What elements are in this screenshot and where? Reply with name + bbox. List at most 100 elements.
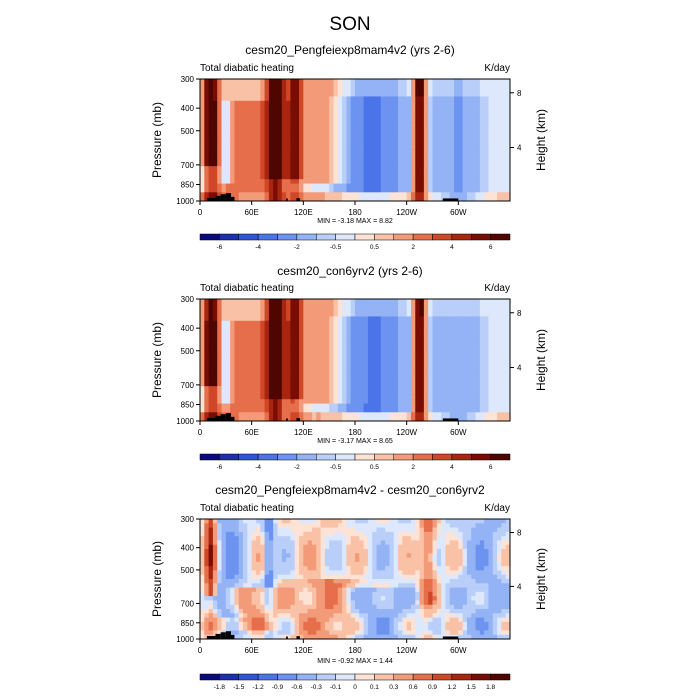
heatmap-cell [264, 196, 270, 202]
heatmap-cell [225, 316, 231, 322]
heatmap-cell [251, 174, 257, 180]
heatmap-cell [342, 100, 347, 106]
heatmap-cell [402, 113, 408, 119]
heatmap-cell [311, 170, 317, 176]
heatmap-cell [212, 412, 218, 418]
heatmap-cell [277, 333, 283, 339]
heatmap-cell [324, 325, 330, 330]
heatmap-cell [410, 192, 416, 198]
heatmap-cell [410, 122, 416, 128]
heatmap-cell [243, 170, 248, 176]
heatmap-cell [497, 416, 502, 422]
heatmap-cell [316, 561, 322, 567]
heatmap-cell [311, 351, 317, 357]
heatmap-cell [497, 92, 502, 97]
heatmap-cell [208, 320, 214, 326]
heatmap-cell [316, 92, 322, 97]
heatmap-cell [324, 144, 330, 150]
heatmap-cell [445, 381, 451, 387]
heatmap-cell [441, 407, 446, 413]
heatmap-cell [264, 587, 270, 593]
heatmap-cell [200, 179, 205, 185]
heatmap-cell [329, 174, 334, 180]
heatmap-cell [393, 140, 399, 145]
heatmap-cell [402, 312, 408, 317]
heatmap-cell [277, 118, 283, 124]
heatmap-cell [359, 118, 365, 124]
heatmap-cell [441, 83, 446, 89]
heatmap-cell [286, 377, 291, 383]
heatmap-cell [273, 183, 278, 189]
heatmap-cell [441, 303, 446, 309]
heatmap-cell [290, 161, 296, 167]
heatmap-cell [268, 325, 274, 330]
heatmap-cell [294, 566, 300, 571]
heatmap-cell [432, 342, 438, 348]
heatmap-cell [260, 604, 266, 610]
heatmap-cell [243, 630, 248, 636]
heatmap-cell [217, 87, 223, 93]
heatmap-cell [428, 312, 433, 317]
heatmap-cell [273, 561, 278, 567]
heatmap-cell [234, 360, 240, 365]
heatmap-cell [445, 183, 451, 189]
heatmap-cell [428, 346, 433, 352]
heatmap-cell [255, 161, 261, 167]
heatmap-cell [255, 634, 261, 640]
heatmap-cell [273, 166, 278, 171]
x-tick-label: 0 [198, 208, 203, 217]
heatmap-cell [290, 540, 296, 546]
heatmap-cell [462, 412, 468, 418]
heatmap-cell [445, 316, 451, 322]
heatmap-cell [333, 351, 339, 357]
heatmap-cell [225, 373, 231, 378]
heatmap-cell [208, 79, 214, 84]
heatmap-cell [492, 377, 498, 383]
heatmap-cell [260, 523, 266, 529]
heatmap-cell [238, 407, 244, 413]
heatmap-cell [243, 140, 248, 145]
heatmap-cell [406, 416, 412, 422]
heatmap-cell [234, 416, 240, 422]
heatmap-cell [320, 312, 326, 317]
heatmap-cell [255, 333, 261, 339]
heatmap-cell [359, 333, 365, 339]
heatmap-cell [488, 140, 494, 145]
heatmap-cell [398, 92, 403, 97]
heatmap-cell [385, 351, 390, 357]
heatmap-cell [363, 407, 369, 413]
heatmap-cell [402, 355, 408, 361]
heatmap-cell [208, 316, 214, 322]
heatmap-cell [221, 187, 227, 193]
heatmap-cell [277, 579, 283, 584]
heatmap-cell [204, 386, 210, 391]
heatmap-cell [251, 320, 257, 326]
heatmap-cell [277, 621, 283, 627]
heatmap-cell [337, 113, 343, 119]
heatmap-cell [251, 87, 257, 93]
heatmap-cell [238, 135, 244, 141]
heatmap-cell [355, 166, 360, 171]
heatmap-cell [316, 96, 322, 102]
heatmap-cell [471, 316, 477, 322]
heatmap-cell [255, 342, 261, 348]
heatmap-cell [479, 166, 485, 171]
heatmap-cell [342, 79, 347, 84]
heatmap-cell [428, 368, 433, 374]
heatmap-cell [350, 140, 356, 145]
heatmap-cell [311, 360, 317, 365]
heatmap-cell [243, 153, 248, 158]
topography-bar [231, 416, 235, 421]
heatmap-cell [436, 192, 442, 198]
heatmap-cell [273, 140, 278, 145]
heatmap-cell [471, 355, 477, 361]
heatmap-cell [462, 368, 468, 374]
heatmap-cell [255, 118, 261, 124]
heatmap-cell [290, 329, 296, 335]
heatmap-cell [367, 157, 373, 163]
heatmap-cell [307, 342, 313, 348]
heatmap-cell [441, 381, 446, 387]
heatmap-cell [436, 196, 442, 202]
heatmap-cell [410, 126, 416, 132]
heatmap-cell [264, 600, 270, 606]
